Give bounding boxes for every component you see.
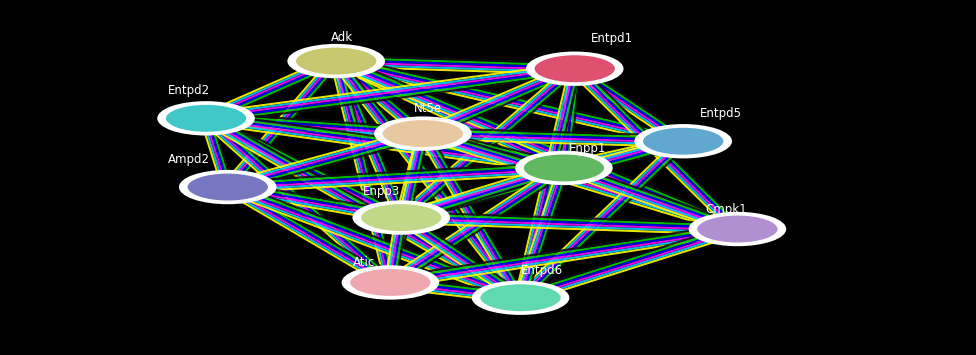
Text: Entpd6: Entpd6	[520, 264, 562, 277]
Circle shape	[374, 116, 471, 151]
Circle shape	[342, 265, 439, 300]
Circle shape	[165, 104, 247, 133]
Circle shape	[515, 151, 613, 185]
Circle shape	[179, 170, 276, 204]
Circle shape	[295, 47, 378, 76]
Circle shape	[634, 124, 732, 158]
Circle shape	[479, 283, 562, 312]
Text: Entpd2: Entpd2	[168, 84, 210, 97]
Circle shape	[382, 119, 465, 148]
Text: Entpd1: Entpd1	[591, 32, 633, 45]
Circle shape	[642, 127, 724, 156]
Circle shape	[534, 54, 616, 83]
Circle shape	[349, 268, 431, 297]
Circle shape	[186, 173, 269, 202]
Circle shape	[157, 101, 255, 136]
Text: Enpp1: Enpp1	[569, 142, 607, 154]
Text: Adk: Adk	[331, 31, 352, 44]
Circle shape	[696, 214, 779, 244]
Text: Nt5e: Nt5e	[414, 102, 442, 115]
Text: Atic: Atic	[352, 256, 375, 269]
Circle shape	[352, 201, 450, 235]
Circle shape	[523, 153, 605, 182]
Text: Entpd5: Entpd5	[700, 107, 742, 120]
Circle shape	[471, 280, 569, 315]
Text: Ampd2: Ampd2	[168, 153, 210, 166]
Circle shape	[287, 44, 385, 78]
Text: Enpp3: Enpp3	[363, 186, 400, 198]
Text: Cmpk1: Cmpk1	[705, 203, 747, 216]
Circle shape	[360, 203, 442, 232]
Circle shape	[526, 51, 624, 86]
Circle shape	[689, 212, 787, 246]
